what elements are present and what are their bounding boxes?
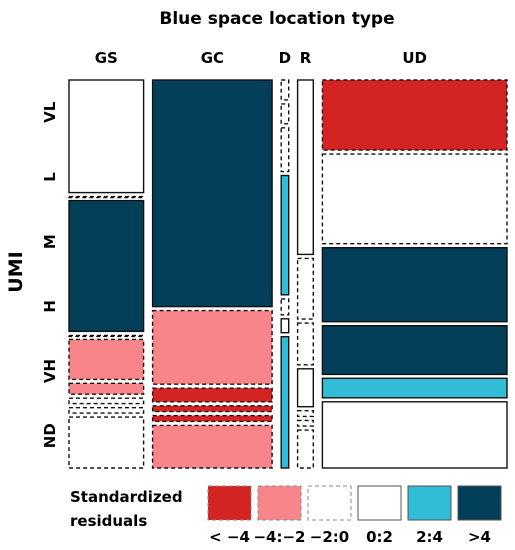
tile-ud-vh-4 — [321, 377, 508, 399]
y-axis-title: UMI — [5, 251, 27, 292]
row-label-l: L — [41, 172, 59, 182]
tile-d-m-3 — [280, 174, 290, 296]
tile-gs-nd-8 — [68, 416, 145, 469]
tile-d-h-5 — [280, 318, 290, 334]
tile-d-vh-6 — [280, 336, 290, 469]
tile-gc-h-1 — [151, 309, 273, 385]
legend-swatch-2-4 — [407, 485, 452, 521]
column-label-ud: UD — [402, 49, 427, 67]
tile-gs-vh-7 — [68, 407, 145, 414]
tile-r-h-1 — [296, 257, 315, 320]
tile-gs-m-2 — [68, 199, 145, 333]
column-labels: GS GC D R UD — [95, 49, 427, 67]
tile-ud-nd-5 — [321, 401, 508, 469]
tile-r-vl-0 — [296, 79, 315, 256]
column-label-gs: GS — [95, 49, 118, 67]
column-label-r: R — [300, 49, 312, 67]
tile-r-nd-4 — [296, 410, 315, 418]
legend-title-line-1: Standardized — [70, 488, 183, 506]
tile-gs-vh-4 — [68, 338, 145, 381]
tile-d-l-2 — [280, 127, 290, 173]
legend-swatch-minus4 — [207, 485, 252, 521]
tile-gc-vl-0 — [151, 79, 273, 308]
mosaic-tiles — [68, 79, 508, 469]
tile-r-vh-3 — [296, 368, 315, 408]
row-labels: VL L M H VH ND — [41, 101, 59, 448]
row-label-nd: ND — [41, 423, 59, 448]
tile-ud-m-2 — [321, 246, 508, 323]
tile-gc-vh-3 — [151, 405, 273, 413]
tile-gc-vh-2 — [151, 387, 273, 403]
chart-title: Blue space location type — [159, 9, 394, 29]
tile-ud-vl-0 — [321, 79, 508, 151]
legend-label-minus4-minus2: −4:−2 — [253, 528, 305, 546]
tile-ud-h-3 — [321, 325, 508, 376]
tile-r-nd-5 — [296, 419, 315, 427]
tile-r-nd-6 — [296, 429, 315, 469]
tile-gs-l-1 — [68, 195, 145, 199]
column-label-d: D — [279, 49, 291, 67]
legend: Standardized residuals < −4 −4:−2 −2:0 0:2 2… — [70, 485, 502, 546]
legend-swatch-minus4-minus2 — [257, 485, 302, 521]
legend-swatch-minus2-0 — [307, 485, 352, 521]
column-label-gc: GC — [201, 49, 224, 67]
row-label-m: M — [41, 234, 59, 249]
tile-gc-nd-5 — [151, 424, 273, 469]
tile-gs-vl-0 — [68, 79, 145, 194]
tile-ud-l-1 — [321, 153, 508, 245]
tile-gs-h-3 — [68, 334, 145, 338]
legend-swatch-4 — [457, 485, 502, 521]
tile-gs-vh-6 — [68, 397, 145, 405]
row-label-vl: VL — [41, 101, 59, 123]
legend-swatch-0-2 — [357, 485, 402, 521]
legend-label-minus4: < −4 — [209, 528, 250, 546]
row-label-vh: VH — [41, 359, 59, 383]
tile-d-vl-0 — [280, 79, 290, 101]
legend-label-0-2: 0:2 — [366, 528, 393, 546]
legend-label-4: >4 — [468, 528, 491, 546]
legend-items: < −4 −4:−2 −2:0 0:2 2:4 >4 — [207, 485, 502, 546]
legend-title-line-2: residuals — [70, 512, 147, 530]
legend-label-2-4: 2:4 — [416, 528, 443, 546]
tile-d-vl-1 — [280, 103, 290, 125]
tile-r-vh-2 — [296, 322, 315, 366]
tile-gc-vh-4 — [151, 414, 273, 423]
legend-label-minus2-0: −2:0 — [310, 528, 349, 546]
tile-gs-vh-5 — [68, 382, 145, 395]
tile-d-h-4 — [280, 298, 290, 316]
row-label-h: H — [41, 300, 59, 313]
